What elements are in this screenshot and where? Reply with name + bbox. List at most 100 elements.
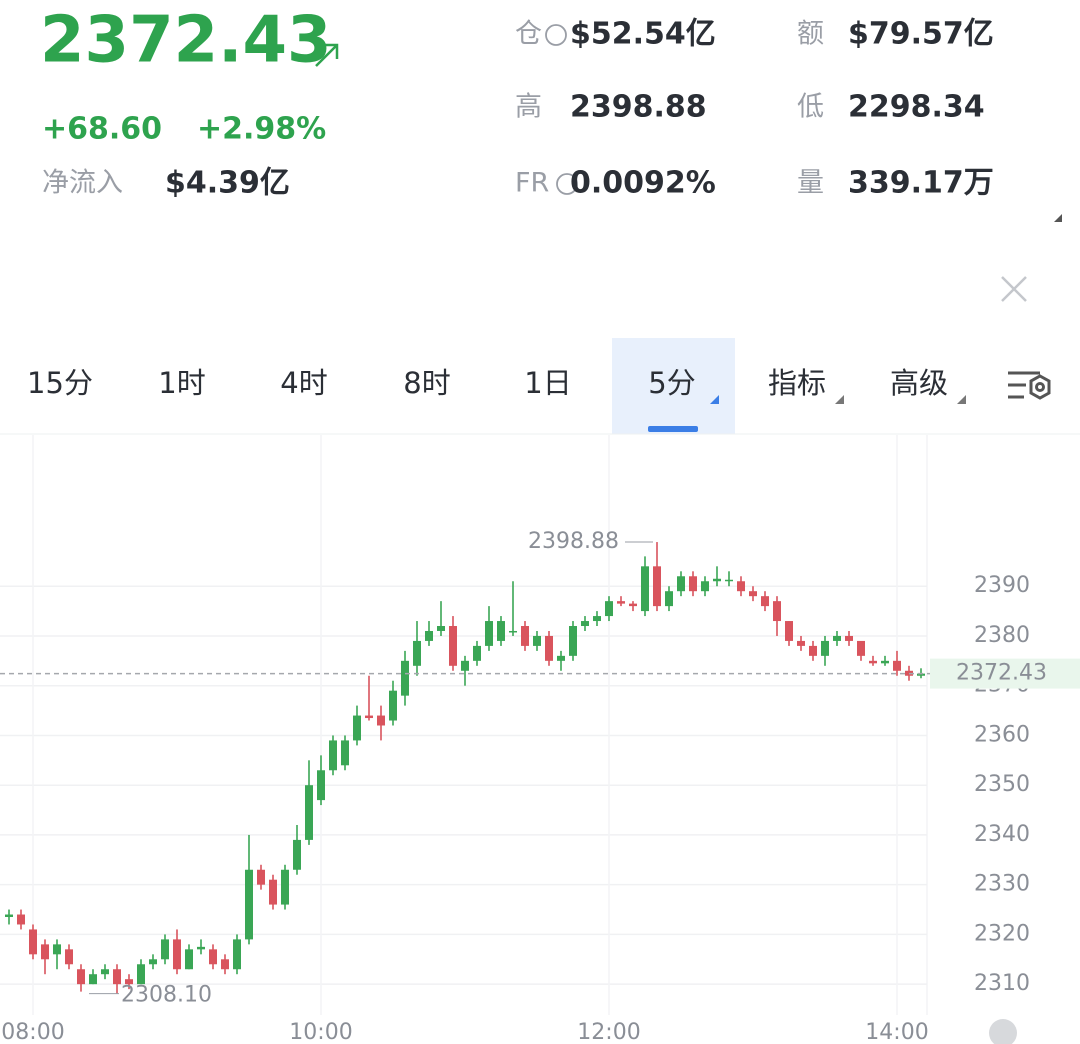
- inflow-label: 净流入: [42, 168, 123, 199]
- candle-body: [509, 630, 517, 633]
- candle-body: [449, 626, 457, 666]
- candle-body: [497, 621, 505, 641]
- candle-body: [569, 626, 577, 656]
- candle-body: [257, 869, 265, 885]
- x-tick-label: 10:00: [289, 1020, 352, 1044]
- candle-body: [245, 869, 253, 940]
- candle-body: [17, 914, 25, 925]
- candle-body: [821, 640, 829, 656]
- candle-body: [305, 785, 313, 840]
- candle-body: [281, 869, 289, 905]
- candle-body: [617, 601, 625, 604]
- up-arrow-icon: [315, 43, 339, 67]
- price: 2372.43: [40, 4, 332, 78]
- tab[interactable]: 1日: [524, 366, 571, 400]
- stat-label: 仓: [515, 19, 542, 50]
- candle-body: [557, 655, 565, 661]
- candle-body: [365, 715, 373, 719]
- y-tick-label: 2390: [974, 573, 1030, 598]
- y-tick-label: 2330: [974, 872, 1030, 897]
- candle-body: [209, 949, 217, 965]
- candle-body: [53, 944, 61, 955]
- candle-body: [293, 839, 301, 870]
- tab[interactable]: 1时: [158, 366, 205, 400]
- candle-body: [101, 969, 109, 975]
- dropdown-mark: [835, 395, 844, 404]
- candle-body: [173, 939, 181, 970]
- candle-body: [221, 959, 229, 970]
- y-tick-label: 2360: [974, 722, 1030, 747]
- candle-body: [701, 581, 709, 592]
- candle-body: [521, 626, 529, 646]
- candle-body: [329, 740, 337, 771]
- y-tick-label: 2310: [974, 971, 1030, 996]
- stat-label: FR: [515, 168, 549, 199]
- help-icon: [556, 173, 578, 195]
- candle-body: [725, 579, 733, 582]
- candle-body: [29, 929, 37, 955]
- last-price-tag: [930, 658, 1080, 689]
- tab[interactable]: 15分: [27, 366, 93, 400]
- candle-body: [125, 979, 133, 985]
- max-annotation: 2398.88: [528, 529, 619, 554]
- candle-body: [89, 974, 97, 985]
- tab[interactable]: 8时: [403, 366, 450, 400]
- candle-body: [677, 576, 685, 592]
- tab[interactable]: 指标: [768, 366, 826, 400]
- candle-body: [665, 591, 673, 607]
- min-annotation: 2308.10: [121, 983, 212, 1008]
- candle-body: [785, 621, 793, 641]
- candle-body: [437, 626, 445, 631]
- tab[interactable]: 5分: [648, 366, 695, 400]
- candle-body: [749, 591, 757, 597]
- close-button[interactable]: [1001, 276, 1027, 302]
- stat-value: 339.17万: [848, 166, 994, 201]
- stat-value: $79.57亿: [848, 17, 994, 52]
- candle-body: [629, 603, 637, 607]
- candle-body: [113, 969, 121, 985]
- candle-body: [593, 616, 601, 622]
- candle-body: [689, 576, 697, 592]
- candle-body: [485, 621, 493, 646]
- candle-body: [377, 715, 385, 726]
- active-tab-bg: [612, 338, 735, 434]
- candle-body: [389, 690, 397, 721]
- candle-body: [161, 939, 169, 960]
- stat-value: 2298.34: [848, 90, 985, 125]
- candle-body: [317, 770, 325, 801]
- change-pct: +2.98%: [197, 112, 326, 147]
- candle-body: [425, 630, 433, 641]
- help-icon: [545, 24, 567, 46]
- stat-value: 2398.88: [570, 90, 707, 125]
- y-tick-label: 2320: [974, 921, 1030, 946]
- candle-body: [5, 914, 13, 918]
- x-tick-label: 12:00: [577, 1020, 640, 1044]
- settings-icon[interactable]: [1008, 371, 1051, 400]
- candle-body: [545, 635, 553, 661]
- candle-body: [341, 740, 349, 766]
- candle-body: [773, 601, 781, 622]
- active-tab-indicator: [648, 426, 698, 432]
- stat-label: 额: [797, 19, 824, 50]
- candle-body: [641, 566, 649, 612]
- inflow-value: $4.39亿: [165, 166, 290, 201]
- tab[interactable]: 4时: [280, 366, 327, 400]
- candle-body: [269, 879, 277, 905]
- y-tick-label: 2340: [974, 822, 1030, 847]
- change: +68.60: [42, 112, 162, 147]
- x-tick-label: 08:00: [1, 1020, 64, 1044]
- candle-body: [197, 946, 205, 950]
- candle-body: [77, 969, 85, 985]
- candle-body: [149, 959, 157, 965]
- y-tick-label: 2350: [974, 772, 1030, 797]
- candle-body: [581, 621, 589, 627]
- tab[interactable]: 高级: [890, 366, 948, 400]
- corner-mark: [1054, 214, 1062, 222]
- logo-badge: [989, 1019, 1017, 1044]
- stat-label: 低: [797, 92, 824, 123]
- candle-body: [233, 939, 241, 970]
- y-tick-label: 2380: [974, 623, 1030, 648]
- dropdown-mark: [710, 395, 719, 404]
- candle-body: [797, 640, 805, 646]
